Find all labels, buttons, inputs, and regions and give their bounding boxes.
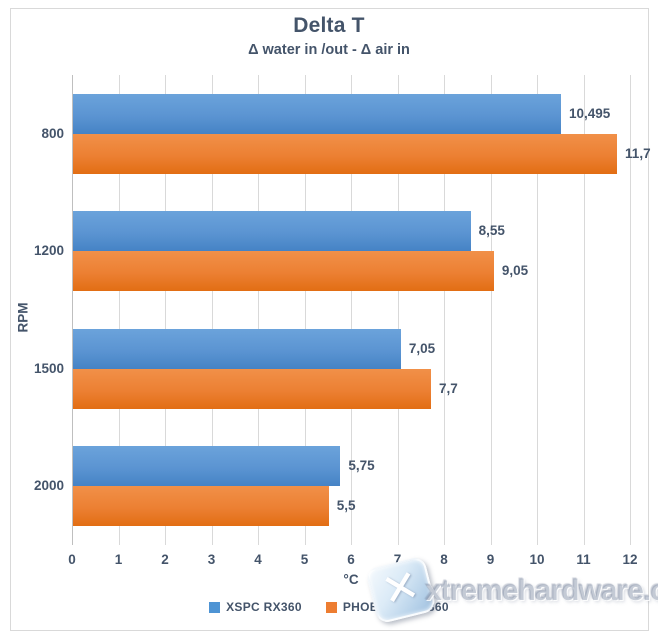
x-tick-label: 6 xyxy=(347,552,355,567)
x-tick-label: 9 xyxy=(486,552,495,567)
data-label: 7,7 xyxy=(439,380,458,396)
x-tick-label: 0 xyxy=(68,552,76,567)
bar-xspc-rx360-1200rpm xyxy=(73,211,471,252)
y-category-label: 1500 xyxy=(33,360,64,376)
gridline xyxy=(490,75,492,545)
y-category-label: 2000 xyxy=(33,478,64,494)
legend-label-series-1: XSPC RX360 xyxy=(226,600,302,614)
gridline xyxy=(444,75,445,545)
gridline xyxy=(351,75,352,545)
x-tick-label: 3 xyxy=(207,552,216,567)
gridline xyxy=(118,75,120,545)
x-tick-label: 10 xyxy=(529,552,545,567)
x-tick-label: 8 xyxy=(440,552,448,567)
data-label: 8,55 xyxy=(478,223,505,239)
bar-xspc-rx360-1500rpm xyxy=(73,328,401,369)
gridline xyxy=(397,75,399,545)
x-tick-label: 7 xyxy=(393,552,402,567)
gridline xyxy=(165,75,166,545)
x-tick-label: 2 xyxy=(161,552,169,567)
data-label: 5,5 xyxy=(336,498,356,514)
bar-xspc-rx360-2000rpm xyxy=(73,446,341,487)
data-label: 11,7 xyxy=(625,145,651,161)
bar-phobya-hpc-360-1200rpm xyxy=(73,251,494,292)
gridline xyxy=(630,75,631,545)
y-axis-title: RPM xyxy=(15,302,31,333)
bar-phobya-hpc-360-2000rpm xyxy=(73,486,329,527)
bar-xspc-rx360-800rpm xyxy=(73,93,562,134)
y-category-label: 800 xyxy=(41,125,64,141)
gridline xyxy=(304,75,306,545)
legend-swatch-blue xyxy=(209,601,221,613)
x-tick-label: 1 xyxy=(114,552,123,567)
legend-item-series-1: XSPC RX360 xyxy=(209,600,302,614)
y-category-label: 1200 xyxy=(33,243,64,259)
legend: XSPC RX360 PHOBYA HPC 360 xyxy=(0,600,658,614)
gridline xyxy=(583,75,585,545)
data-label: 10,495 xyxy=(569,105,611,121)
x-tick-label: 5 xyxy=(300,552,309,567)
y-axis-line xyxy=(72,75,73,545)
gridline xyxy=(537,75,538,545)
data-label: 9,05 xyxy=(501,263,529,279)
gridline xyxy=(211,75,213,545)
gridline xyxy=(258,75,259,545)
legend-label-series-2: PHOBYA HPC 360 xyxy=(342,600,449,614)
data-label: 7,05 xyxy=(408,340,436,356)
bar-phobya-hpc-360-800rpm xyxy=(73,133,618,174)
chart-subtitle: Δ water in /out - Δ air in xyxy=(248,42,410,58)
data-label: 5,75 xyxy=(348,458,375,474)
x-tick-label: 12 xyxy=(622,552,638,567)
x-tick-label: 11 xyxy=(576,552,591,567)
legend-item-series-2: PHOBYA HPC 360 xyxy=(325,600,449,614)
bar-phobya-hpc-360-1500rpm xyxy=(73,368,432,409)
x-axis-title: °C xyxy=(343,572,359,587)
legend-swatch-orange xyxy=(325,601,337,613)
x-tick-label: 4 xyxy=(254,552,262,567)
chart-title: Delta T xyxy=(293,14,365,37)
